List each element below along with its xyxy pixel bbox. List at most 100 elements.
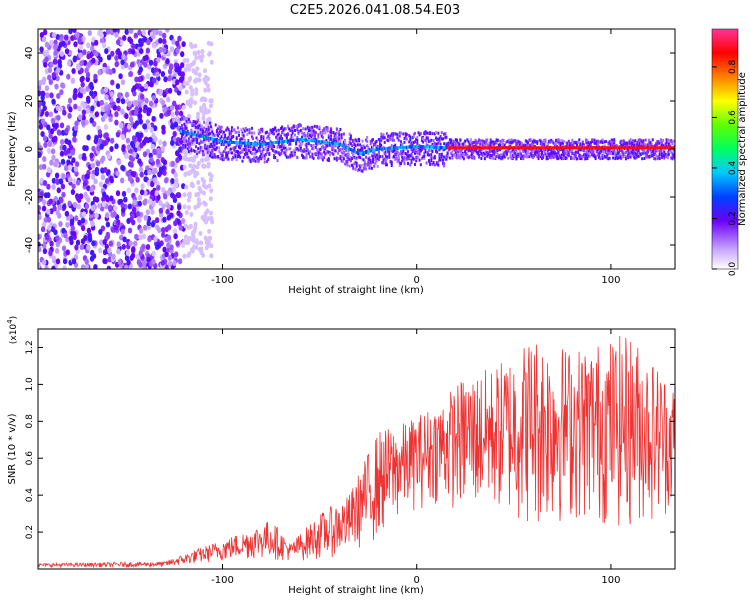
- heatmap-cell: [593, 141, 596, 145]
- heatmap-cell: [671, 141, 674, 145]
- heatmap-cell: [248, 131, 251, 135]
- heatmap-cell: [86, 185, 91, 192]
- heatmap-cell: [664, 153, 667, 156]
- heatmap-cell: [187, 146, 190, 149]
- heatmap-cell: [670, 138, 673, 142]
- heatmap-cell: [62, 258, 68, 265]
- heatmap-cell: [401, 146, 404, 150]
- heatmap-cell: [537, 151, 540, 155]
- heatmap-cell: [170, 161, 175, 167]
- heatmap-cell: [284, 146, 287, 150]
- heatmap-cell: [218, 146, 221, 150]
- heatmap-cell: [516, 146, 519, 150]
- heatmap-cell: [515, 149, 518, 153]
- heatmap-cell: [261, 142, 264, 146]
- heatmap-cell: [631, 142, 634, 146]
- heatmap-cell: [189, 211, 194, 217]
- heatmap-cell: [446, 155, 449, 159]
- colorbar-tick-label: 0.0: [728, 262, 738, 277]
- heatmap-cell: [42, 180, 48, 186]
- heatmap-cell: [422, 145, 425, 149]
- heatmap-cell: [189, 135, 192, 139]
- heatmap-cell: [546, 142, 549, 146]
- heatmap-cell: [415, 145, 418, 149]
- heatmap-cell: [124, 113, 129, 120]
- heatmap-cell: [490, 153, 493, 157]
- heatmap-cell: [638, 141, 641, 145]
- heatmap-cell: [514, 152, 517, 156]
- heatmap-cell: [521, 156, 524, 160]
- heatmap-cell: [146, 179, 152, 186]
- heatmap-cell: [71, 183, 76, 190]
- heatmap-cell: [333, 148, 336, 152]
- heatmap-cell: [314, 141, 317, 145]
- heatmap-cell: [492, 146, 495, 150]
- heatmap-cell: [438, 158, 441, 162]
- heatmap-cell: [242, 137, 245, 141]
- heatmap-cell: [486, 146, 489, 150]
- heatmap-cell: [86, 95, 91, 102]
- heatmap-cell: [524, 146, 527, 150]
- heatmap-cell: [115, 131, 121, 138]
- heatmap-cell: [311, 155, 314, 159]
- heatmap-cell: [397, 153, 400, 157]
- heatmap-cell: [166, 242, 171, 249]
- heatmap-cell: [70, 149, 76, 156]
- heatmap-cell: [495, 141, 498, 145]
- heatmap-cell: [656, 140, 659, 144]
- heatmap-cell: [539, 155, 542, 159]
- heatmap-cell: [126, 144, 131, 151]
- heatmap-cell: [515, 154, 518, 158]
- heatmap-cell: [394, 132, 397, 135]
- heatmap-cell: [536, 150, 539, 154]
- heatmap-cell: [202, 102, 207, 108]
- heatmap-cell: [313, 136, 316, 140]
- heatmap-cell: [496, 138, 499, 142]
- heatmap-cell: [510, 150, 513, 154]
- heatmap-cell: [390, 146, 393, 150]
- heatmap-cell: [603, 140, 606, 144]
- heatmap-cell: [410, 159, 413, 162]
- heatmap-cell: [366, 139, 369, 143]
- heatmap-cell: [500, 140, 503, 143]
- heatmap-cell: [538, 148, 541, 152]
- heatmap-cell: [319, 130, 322, 134]
- heatmap-cell: [673, 153, 675, 157]
- heatmap-cell: [246, 132, 249, 136]
- heatmap-cell: [589, 141, 592, 145]
- heatmap-cell: [283, 133, 286, 137]
- heatmap-cell: [208, 145, 211, 149]
- heatmap-cell: [528, 146, 531, 150]
- heatmap-cell: [243, 148, 246, 152]
- heatmap-cell: [341, 159, 344, 163]
- heatmap-cell: [299, 144, 302, 148]
- heatmap-cell: [433, 132, 436, 136]
- heatmap-cell: [103, 167, 108, 173]
- heatmap-cell: [116, 97, 121, 104]
- heatmap-cell: [531, 140, 534, 144]
- heatmap-cell: [365, 167, 367, 171]
- heatmap-cell: [248, 157, 251, 161]
- heatmap-cell: [609, 148, 612, 152]
- heatmap-cell: [190, 147, 193, 151]
- heatmap-cell: [325, 126, 328, 129]
- heatmap-cell: [97, 129, 103, 136]
- heatmap-cell: [613, 149, 616, 153]
- heatmap-cell: [538, 146, 541, 150]
- heatmap-cell: [307, 138, 310, 142]
- heatmap-cell: [361, 149, 364, 153]
- heatmap-cell: [585, 157, 588, 161]
- heatmap-cell: [217, 139, 220, 142]
- heatmap-cell: [320, 152, 323, 156]
- heatmap-cell: [532, 144, 535, 148]
- heatmap-cell: [672, 139, 675, 143]
- heatmap-cell: [68, 106, 73, 113]
- heatmap-cell: [630, 153, 633, 157]
- heatmap-cell: [621, 155, 624, 159]
- heatmap-cell: [207, 132, 210, 136]
- heatmap-cell: [619, 141, 622, 144]
- heatmap-cell: [281, 143, 284, 146]
- heatmap-cell: [642, 139, 645, 143]
- heatmap-cell: [42, 76, 47, 83]
- heatmap-cell: [642, 141, 645, 145]
